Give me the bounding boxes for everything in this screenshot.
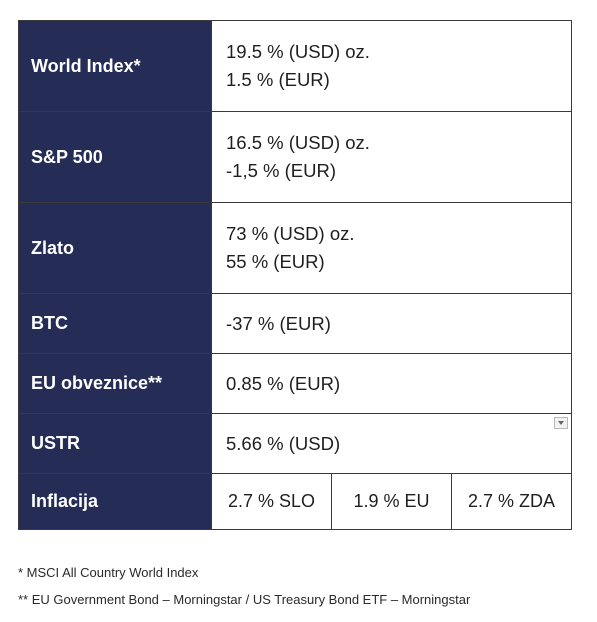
table-row-btc: BTC -37 % (EUR) — [18, 293, 573, 354]
value-line: -1,5 % (EUR) — [226, 160, 336, 181]
table-row-ustr: USTR 5.66 % (USD) — [18, 413, 573, 474]
dropdown-arrow-icon[interactable] — [554, 417, 569, 429]
row-label: BTC — [18, 293, 212, 354]
value-line: 73 % (USD) oz. — [226, 223, 355, 244]
row-label: USTR — [18, 413, 212, 474]
value-line: 55 % (EUR) — [226, 251, 325, 272]
row-value: 5.66 % (USD) — [210, 413, 573, 474]
table-row-inflacija: Inflacija 2.7 % SLO 1.9 % EU 2.7 % ZDA — [18, 473, 573, 530]
value-line: 1.5 % (EUR) — [226, 69, 330, 90]
row-value: 16.5 % (USD) oz. -1,5 % (EUR) — [210, 111, 573, 203]
table-row-world-index: World Index* 19.5 % (USD) oz. 1.5 % (EUR… — [18, 20, 573, 112]
row-label: Zlato — [18, 202, 212, 294]
row-label: S&P 500 — [18, 111, 212, 203]
row-value: -37 % (EUR) — [210, 293, 573, 354]
value-line: 19.5 % (USD) oz. — [226, 41, 370, 62]
value-line: 16.5 % (USD) oz. — [226, 132, 370, 153]
footnote-bonds: ** EU Government Bond – Morningstar / US… — [18, 592, 471, 607]
table-row-zlato: Zlato 73 % (USD) oz. 55 % (EUR) — [18, 202, 573, 294]
table-row-eu-obveznice: EU obveznice** 0.85 % (EUR) — [18, 353, 573, 414]
inflation-cell-zda: 2.7 % ZDA — [450, 473, 573, 530]
returns-table: World Index* 19.5 % (USD) oz. 1.5 % (EUR… — [18, 20, 573, 530]
value-text: 5.66 % (USD) — [226, 432, 341, 454]
footnote-msci: * MSCI All Country World Index — [18, 565, 199, 580]
inflation-cell-slo: 2.7 % SLO — [211, 473, 332, 530]
row-value: 0.85 % (EUR) — [210, 353, 573, 414]
row-value: 19.5 % (USD) oz. 1.5 % (EUR) — [210, 20, 573, 112]
row-value: 73 % (USD) oz. 55 % (EUR) — [210, 202, 573, 294]
inflation-cell-eu: 1.9 % EU — [331, 473, 452, 530]
table-row-sp500: S&P 500 16.5 % (USD) oz. -1,5 % (EUR) — [18, 111, 573, 203]
row-label: EU obveznice** — [18, 353, 212, 414]
row-label: World Index* — [18, 20, 212, 112]
row-label: Inflacija — [18, 473, 212, 530]
